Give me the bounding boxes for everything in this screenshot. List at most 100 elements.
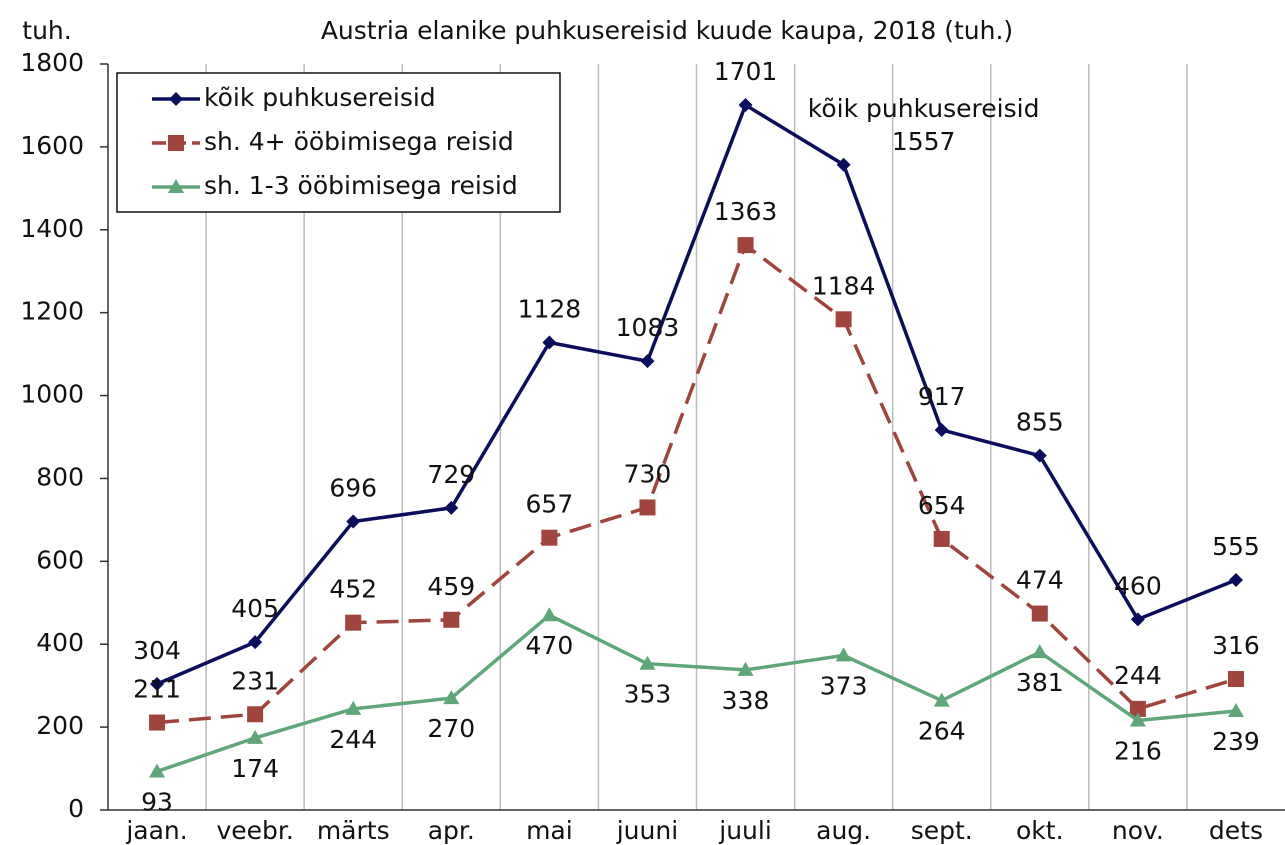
data-label: 696 <box>329 474 377 503</box>
data-label: 338 <box>722 686 770 715</box>
marker <box>933 530 950 547</box>
data-label: 555 <box>1212 532 1260 561</box>
legend-marker <box>169 92 183 106</box>
data-label: 405 <box>231 594 279 623</box>
data-label: 1557 <box>892 127 956 156</box>
marker <box>1227 702 1244 717</box>
marker <box>1227 671 1244 688</box>
data-label: 93 <box>141 787 173 816</box>
legend-marker <box>168 135 184 151</box>
marker <box>346 514 361 529</box>
x-tick-label: dets <box>1209 816 1263 845</box>
marker <box>541 529 558 546</box>
data-label: 211 <box>133 675 181 704</box>
x-tick-label: okt. <box>1016 816 1064 845</box>
marker <box>542 335 557 350</box>
marker <box>345 614 362 631</box>
marker <box>443 611 460 628</box>
x-tick-label: juuni <box>616 816 678 845</box>
chart-title: Austria elanike puhkusereisid kuude kaup… <box>321 16 1013 45</box>
marker <box>345 700 362 715</box>
marker <box>640 354 655 369</box>
marker <box>1228 572 1243 587</box>
data-label: 216 <box>1114 736 1162 765</box>
y-tick-label: 1000 <box>20 380 84 409</box>
data-label: 654 <box>918 491 966 520</box>
marker <box>1032 448 1047 463</box>
data-label: 470 <box>526 631 574 660</box>
data-label: 304 <box>133 636 181 665</box>
data-label: 353 <box>624 680 672 709</box>
marker <box>639 655 656 670</box>
data-label: 474 <box>1016 566 1064 595</box>
marker <box>737 237 754 254</box>
marker <box>444 500 459 515</box>
data-label: 244 <box>329 725 377 754</box>
data-label: 917 <box>918 382 966 411</box>
marker <box>150 677 165 692</box>
y-tick-label: 200 <box>36 711 84 740</box>
data-label: 264 <box>918 717 966 746</box>
data-label: 270 <box>427 714 475 743</box>
data-label: 316 <box>1212 631 1260 660</box>
data-label: 373 <box>820 671 868 700</box>
marker <box>639 499 656 516</box>
marker <box>1129 700 1146 717</box>
x-tick-label: märts <box>317 816 390 845</box>
legend-label: sh. 4+ ööbimisega reisid <box>204 127 514 156</box>
data-label: 730 <box>624 459 672 488</box>
y-tick-label: 1200 <box>20 297 84 326</box>
y-tick-label: 1800 <box>20 48 84 77</box>
annotation: kõik puhkusereisid <box>808 94 1040 123</box>
data-label: 1083 <box>616 313 680 342</box>
marker <box>934 422 949 437</box>
data-label: 452 <box>329 575 377 604</box>
marker <box>247 706 264 723</box>
data-label: 460 <box>1114 571 1162 600</box>
marker <box>1031 605 1048 622</box>
data-label: 1363 <box>714 197 778 226</box>
legend-label: sh. 1-3 ööbimisega reisid <box>204 171 518 200</box>
marker <box>835 311 852 328</box>
y-tick-label: 800 <box>36 462 84 491</box>
marker <box>149 763 166 778</box>
marker <box>248 635 263 650</box>
series-line <box>156 242 1237 725</box>
data-label: 381 <box>1016 668 1064 697</box>
data-label: 1701 <box>714 57 778 86</box>
series-line <box>156 613 1237 774</box>
marker <box>836 157 851 172</box>
data-label: 729 <box>427 460 475 489</box>
marker <box>933 692 950 707</box>
x-tick-label: aug. <box>816 816 871 845</box>
marker <box>247 729 264 744</box>
marker <box>149 714 166 731</box>
legend-box <box>116 72 561 213</box>
marker <box>1130 612 1145 627</box>
marker <box>738 98 753 113</box>
x-tick-label: sept. <box>911 816 973 845</box>
data-label: 174 <box>231 754 279 783</box>
legend-label: kõik puhkusereisid <box>204 83 436 112</box>
data-label: 239 <box>1212 727 1260 756</box>
data-label: 231 <box>231 666 279 695</box>
data-label: 1128 <box>518 295 582 324</box>
y-axis-label: tuh. <box>22 16 71 45</box>
x-tick-label: mai <box>526 816 573 845</box>
data-label: 244 <box>1114 661 1162 690</box>
x-tick-label: juuli <box>718 816 772 845</box>
data-label: 459 <box>427 572 475 601</box>
x-tick-label: nov. <box>1112 816 1164 845</box>
marker <box>1031 644 1048 659</box>
marker <box>737 661 754 676</box>
x-tick-label: veebr. <box>216 816 293 845</box>
data-label: 855 <box>1016 408 1064 437</box>
legend-marker <box>168 179 184 193</box>
marker <box>1129 712 1146 727</box>
marker <box>443 690 460 705</box>
marker <box>835 647 852 662</box>
y-tick-label: 400 <box>36 628 84 657</box>
y-tick-label: 1400 <box>20 214 84 243</box>
x-tick-label: jaan. <box>125 816 187 845</box>
